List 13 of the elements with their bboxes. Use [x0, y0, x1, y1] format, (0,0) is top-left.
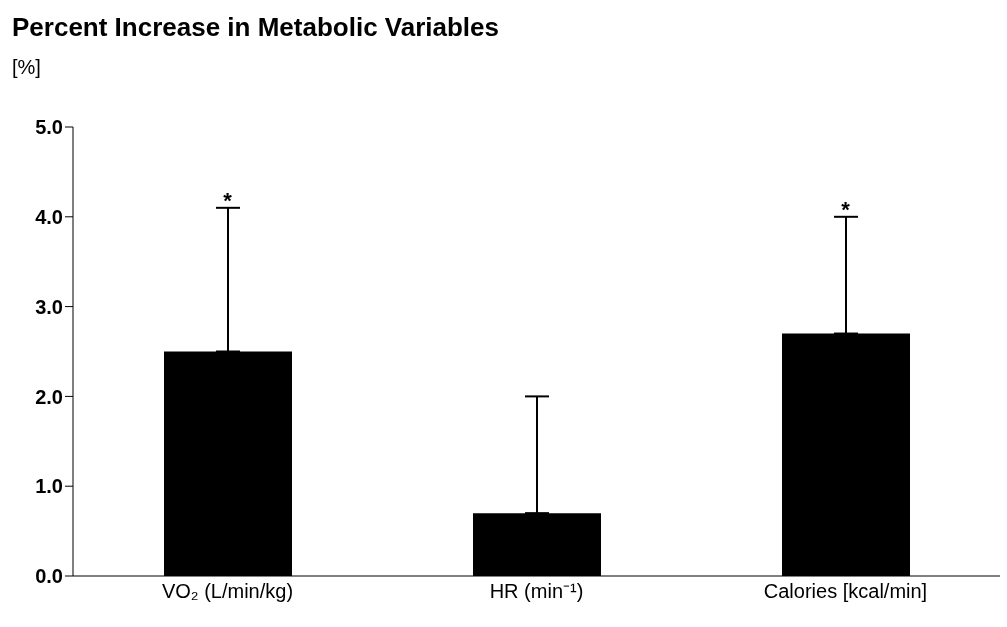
annotation: *: [223, 187, 233, 213]
y-tick-label: 1.0: [35, 475, 63, 498]
y-tick-label: 3.0: [35, 295, 63, 318]
x-tick-label: Calories [kcal/min]: [763, 580, 928, 603]
y-tick-label: 4.0: [35, 205, 63, 228]
y-axis-title: [%]: [12, 56, 41, 79]
x-tick-label: HR (min⁻¹): [489, 580, 584, 603]
chart-title: Percent Increase in Metabolic Variables: [12, 12, 500, 43]
annotation: *: [841, 196, 851, 222]
y-tick-label: 0.0: [35, 565, 63, 588]
y-tick-label: 2.0: [35, 385, 63, 408]
y-tick-label: 5.0: [35, 116, 63, 139]
x-tick-label: VO₂ (L/min/kg): [161, 580, 294, 603]
